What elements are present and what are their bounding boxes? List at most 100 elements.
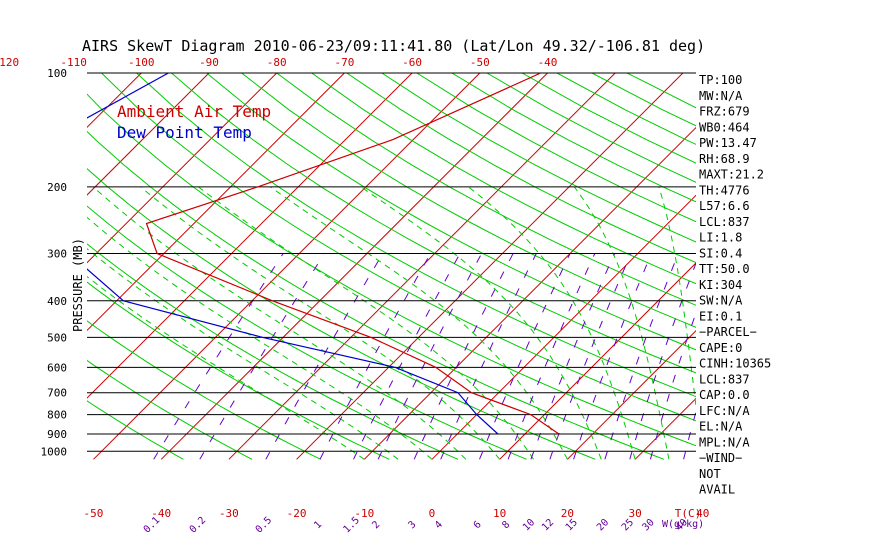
isotherm-line — [93, 73, 481, 460]
dry-adiabat-line — [87, 205, 527, 460]
dry-adiabat-line — [87, 400, 184, 460]
dry-adiabat-line — [346, 73, 696, 264]
w-axis-label: W(g/kg) — [662, 519, 704, 530]
dry-adiabat-line — [241, 73, 696, 328]
mixing-ratio-line — [413, 253, 514, 460]
pressure-tick-label: 300 — [47, 247, 67, 260]
mixing-ratio-line — [629, 261, 696, 460]
mixing-ratio-label: 4 — [433, 519, 445, 531]
bottom-temp-label: 40 — [696, 507, 709, 520]
mixing-ratio-line — [440, 253, 537, 460]
moist-adiabat-line — [140, 186, 501, 460]
moist-adiabat-line — [92, 186, 467, 460]
isobar-lines — [87, 72, 696, 452]
top-temperature-labels: -120 -110 -100 -90 -80 -70 -60 -50 -40 — [0, 56, 557, 69]
mixing-ratio-line — [604, 253, 679, 460]
mixing-ratio-line — [353, 253, 461, 460]
top-temp-label: -80 — [267, 56, 287, 69]
dry-adiabat-line — [381, 73, 696, 243]
mixing-ratio-line — [530, 253, 616, 460]
dry-adiabat-line — [206, 73, 696, 351]
bottom-temp-label: 10 — [493, 507, 506, 520]
dry-adiabat-line — [87, 243, 459, 460]
isotherm-line — [296, 73, 684, 460]
mixing-ratio-label: 10 — [521, 517, 537, 533]
legend-dew-label: Dew Point Temp — [117, 123, 252, 142]
top-temp-label: -70 — [334, 56, 354, 69]
index-line: LI:1.8 — [699, 231, 742, 245]
y-axis-label: PRESSURE (MB) — [71, 238, 85, 332]
index-line: LCL:837 — [699, 372, 750, 386]
pressure-tick-label: 800 — [47, 409, 67, 422]
mixing-ratio-line — [319, 253, 431, 460]
dry-adiabat-line — [87, 320, 321, 460]
top-temp-label: -60 — [402, 56, 422, 69]
pressure-tick-label: 900 — [47, 428, 67, 441]
top-temp-label: -90 — [199, 56, 219, 69]
bottom-temp-label: -30 — [219, 507, 239, 520]
index-line: LCL:837 — [699, 215, 750, 229]
bottom-temp-label: 0 — [429, 507, 436, 520]
pressure-tick-label: 400 — [47, 295, 67, 308]
bottom-temp-label: -50 — [84, 507, 104, 520]
isotherm-line — [634, 397, 696, 460]
moist-adiabat-line — [573, 186, 670, 460]
isotherm-line — [0, 73, 74, 459]
pressure-tick-labels: 100 200 300 400 500 600 700 800 900 1000 — [41, 67, 68, 458]
dry-adiabat-line — [416, 73, 696, 223]
dry-adiabat-grid — [87, 73, 696, 460]
dry-adiabat-line — [87, 359, 253, 460]
index-line: FRZ:679 — [699, 105, 750, 119]
mixing-ratio-grid — [153, 253, 696, 460]
isotherm-line — [567, 329, 696, 460]
index-line: LFC:N/A — [699, 404, 750, 418]
index-line: TH:4776 — [699, 183, 750, 197]
isotherm-line — [87, 73, 413, 399]
index-line: WB0:464 — [699, 120, 750, 134]
isotherm-line — [771, 73, 870, 459]
dry-adiabat-line — [136, 73, 696, 398]
mixing-ratio-label: 20 — [595, 517, 611, 533]
mixing-ratio-line — [153, 253, 284, 460]
moist-adiabat-line — [87, 216, 433, 460]
top-temp-label: -120 — [0, 56, 19, 69]
moist-adiabat-line — [468, 186, 636, 460]
t-axis-label: T(C) — [675, 507, 702, 520]
top-temp-label: -40 — [538, 56, 558, 69]
isotherm-grid — [0, 73, 870, 460]
legend-temp-label: Ambient Air Temp — [117, 102, 271, 121]
index-line: RH:68.9 — [699, 152, 750, 166]
pressure-tick-label: 500 — [47, 331, 67, 344]
mixing-ratio-label: 8 — [500, 519, 512, 531]
bottom-temp-label: -10 — [354, 507, 374, 520]
mixing-ratio-line — [479, 253, 571, 460]
index-line: SI:0.4 — [699, 246, 742, 260]
mixing-ratio-label: 30 — [640, 517, 656, 533]
index-line: CAP:0.0 — [699, 388, 750, 402]
pressure-tick-label: 700 — [47, 387, 67, 400]
index-line: AVAIL — [699, 483, 735, 497]
top-temp-label: -50 — [470, 56, 490, 69]
dry-adiabat-line — [87, 168, 596, 460]
dry-adiabat-line — [276, 73, 696, 306]
index-line: KI:304 — [699, 278, 742, 292]
dry-adiabat-line — [171, 73, 696, 374]
pressure-tick-label: 1000 — [41, 445, 68, 458]
mixing-ratio-label: 0.5 — [254, 515, 275, 536]
dry-adiabat-line — [521, 73, 696, 164]
sounding-traces — [87, 73, 560, 435]
index-line: MAXT:21.2 — [699, 168, 764, 182]
bottom-temp-label: 30 — [628, 507, 641, 520]
mixing-ratio-line — [683, 409, 696, 460]
isotherm-line — [87, 73, 210, 196]
temperature-trace — [145, 73, 560, 435]
isotherm-line — [160, 73, 548, 460]
pressure-tick-label: 200 — [47, 181, 67, 194]
moist-adiabat-line — [87, 248, 399, 460]
top-temp-label: -100 — [128, 56, 155, 69]
dry-adiabat-line — [486, 73, 696, 183]
dry-adiabat-line — [87, 130, 665, 460]
index-line: TP:100 — [699, 73, 742, 87]
mixing-ratio-label: 12 — [540, 517, 556, 533]
